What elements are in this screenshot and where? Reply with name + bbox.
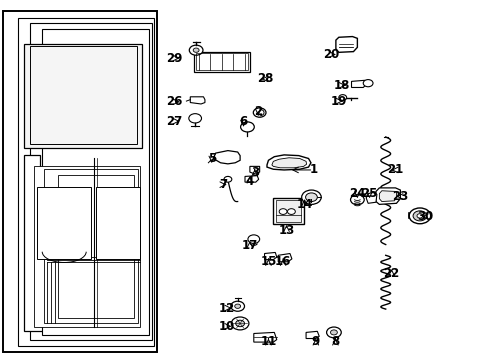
Text: 14: 14 — [296, 198, 313, 211]
Circle shape — [339, 95, 346, 100]
Text: 2: 2 — [254, 105, 262, 118]
Text: 23: 23 — [392, 190, 409, 203]
Polygon shape — [245, 176, 259, 182]
Circle shape — [409, 208, 431, 224]
Polygon shape — [18, 18, 154, 346]
Text: 10: 10 — [219, 320, 235, 333]
Polygon shape — [351, 80, 366, 87]
Polygon shape — [190, 97, 205, 104]
Text: 20: 20 — [323, 48, 339, 61]
Text: 26: 26 — [167, 95, 183, 108]
Polygon shape — [30, 45, 137, 144]
Text: 24: 24 — [349, 187, 366, 200]
Text: 3: 3 — [251, 166, 259, 179]
Polygon shape — [58, 175, 134, 318]
Text: 21: 21 — [388, 163, 404, 176]
Polygon shape — [336, 37, 357, 52]
Text: 13: 13 — [278, 224, 294, 237]
Circle shape — [235, 304, 241, 309]
Circle shape — [236, 320, 245, 327]
Polygon shape — [30, 23, 152, 340]
Text: 27: 27 — [167, 115, 183, 128]
Text: 25: 25 — [362, 187, 378, 200]
Polygon shape — [267, 155, 311, 170]
Circle shape — [413, 211, 427, 221]
Polygon shape — [96, 187, 140, 259]
Text: 5: 5 — [208, 152, 216, 165]
Bar — [196, 53, 248, 70]
Polygon shape — [278, 253, 292, 262]
Text: 19: 19 — [331, 95, 347, 108]
Polygon shape — [306, 331, 319, 338]
Circle shape — [189, 45, 203, 55]
Polygon shape — [24, 155, 143, 330]
Text: 28: 28 — [257, 72, 274, 85]
Polygon shape — [3, 12, 157, 352]
Polygon shape — [250, 166, 260, 174]
Text: 4: 4 — [246, 175, 254, 188]
Circle shape — [306, 193, 318, 202]
Polygon shape — [272, 158, 307, 168]
Text: 18: 18 — [334, 79, 350, 92]
Text: 17: 17 — [242, 239, 258, 252]
Circle shape — [302, 190, 321, 204]
Circle shape — [327, 327, 341, 338]
Polygon shape — [379, 191, 396, 202]
Polygon shape — [366, 193, 377, 203]
Bar — [194, 52, 250, 72]
Polygon shape — [34, 166, 140, 327]
Text: 22: 22 — [384, 267, 400, 280]
Text: 29: 29 — [167, 51, 183, 64]
Polygon shape — [254, 332, 277, 342]
Text: 7: 7 — [219, 178, 227, 191]
Bar — [273, 198, 304, 225]
Text: 15: 15 — [260, 255, 277, 268]
Polygon shape — [213, 150, 240, 164]
Polygon shape — [42, 29, 149, 335]
Circle shape — [350, 195, 364, 205]
Text: 1: 1 — [309, 163, 318, 176]
Polygon shape — [37, 187, 91, 259]
Circle shape — [193, 48, 199, 52]
Circle shape — [231, 301, 245, 311]
Polygon shape — [265, 252, 277, 260]
Circle shape — [417, 214, 423, 218]
Circle shape — [189, 114, 201, 123]
Bar — [276, 200, 301, 222]
Text: 30: 30 — [417, 210, 434, 223]
Text: 12: 12 — [219, 302, 235, 315]
Text: 16: 16 — [275, 255, 291, 268]
Circle shape — [253, 108, 266, 117]
Circle shape — [279, 209, 287, 215]
Polygon shape — [24, 44, 143, 148]
Circle shape — [363, 80, 373, 87]
Polygon shape — [44, 169, 138, 323]
Circle shape — [248, 235, 260, 243]
Polygon shape — [376, 188, 400, 204]
Text: 9: 9 — [312, 335, 320, 348]
Circle shape — [331, 330, 337, 335]
Circle shape — [288, 209, 295, 215]
Circle shape — [224, 176, 232, 182]
Text: 8: 8 — [331, 335, 340, 348]
Circle shape — [231, 317, 249, 330]
Text: 11: 11 — [260, 335, 276, 348]
Text: 6: 6 — [240, 116, 247, 129]
Circle shape — [241, 122, 254, 132]
